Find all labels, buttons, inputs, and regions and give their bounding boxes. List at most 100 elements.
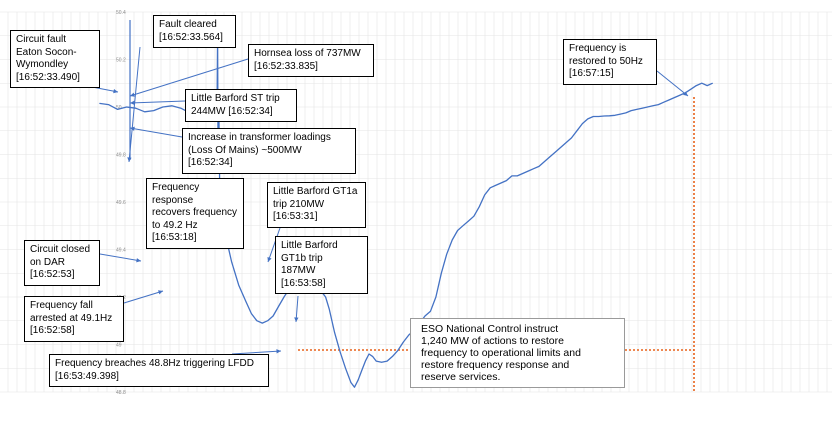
frequency-data-point bbox=[162, 106, 164, 108]
frequency-data-point bbox=[278, 306, 279, 307]
y-tick-label: 50 bbox=[116, 105, 122, 111]
frequency-data-point bbox=[451, 239, 453, 241]
frequency-data-point bbox=[457, 230, 458, 231]
y-tick-label: 50.2 bbox=[116, 58, 126, 64]
chart-grid bbox=[0, 11, 832, 393]
frequency-data-point bbox=[108, 104, 109, 105]
annotation-pointers bbox=[55, 20, 689, 355]
pointer-frequency-restored bbox=[656, 70, 689, 97]
dotted-reference-lines bbox=[298, 97, 695, 392]
y-tick-label: 48.8 bbox=[116, 390, 126, 396]
frequency-data-point bbox=[647, 106, 648, 108]
frequency-data-point bbox=[706, 85, 708, 86]
frequency-data-point bbox=[527, 170, 529, 172]
frequency-data-point bbox=[441, 273, 442, 274]
annotation-frequency-response: Frequency response recovers frequency to… bbox=[146, 178, 244, 249]
frequency-data-point bbox=[283, 296, 285, 298]
frequency-data-point bbox=[690, 88, 692, 90]
frequency-data-point bbox=[685, 92, 686, 93]
annotation-fault-cleared: Fault cleared [16:52:33.564] bbox=[153, 15, 236, 48]
frequency-data-point bbox=[365, 360, 366, 362]
frequency-data-point bbox=[511, 175, 513, 177]
frequency-data-point bbox=[135, 107, 136, 109]
frequency-data-point bbox=[334, 332, 335, 333]
frequency-data-point bbox=[473, 215, 475, 217]
frequency-data-point bbox=[144, 111, 145, 113]
frequency-data-point bbox=[701, 82, 703, 84]
frequency-data-point bbox=[251, 313, 252, 314]
frequency-data-point bbox=[587, 118, 589, 120]
annotation-eso-national-control: ESO National Control instruct 1,240 MW o… bbox=[410, 318, 625, 388]
frequency-data-point bbox=[696, 85, 697, 86]
frequency-data-point bbox=[462, 225, 464, 226]
frequency-data-point bbox=[506, 180, 507, 181]
frequency-data-point bbox=[372, 356, 373, 357]
frequency-data-point bbox=[354, 386, 355, 388]
pointer-little-barford-gt1a bbox=[267, 227, 281, 263]
annotation-little-barford-gt1b: Little Barford GT1b trip 187MW [16:53:58… bbox=[275, 236, 368, 294]
annotation-little-barford-st-trip: Little Barford ST trip 244MW [16:52:34] bbox=[185, 89, 297, 122]
frequency-data-point bbox=[625, 112, 627, 114]
frequency-data-point bbox=[361, 370, 363, 371]
frequency-data-point bbox=[245, 301, 247, 303]
pointer-little-barford-st-head bbox=[130, 100, 135, 106]
frequency-data-point bbox=[368, 353, 370, 355]
frequency-data-point bbox=[582, 123, 583, 124]
frequency-data-point bbox=[381, 362, 382, 363]
frequency-data-point bbox=[272, 315, 274, 317]
frequency-data-point bbox=[538, 166, 540, 167]
frequency-data-point bbox=[424, 315, 426, 317]
pointer-little-barford-st bbox=[129, 100, 186, 104]
pointer-transformer-loadings bbox=[129, 127, 183, 138]
frequency-data-point bbox=[565, 142, 567, 143]
frequency-data-point bbox=[549, 156, 551, 158]
pointer-transformer-loadings-head bbox=[130, 126, 135, 131]
frequency-data-point bbox=[392, 356, 393, 357]
frequency-data-point bbox=[489, 187, 491, 189]
frequency-data-point bbox=[620, 113, 621, 115]
pointer-little-barford-gt1b-head bbox=[294, 317, 299, 322]
frequency-data-point bbox=[446, 253, 448, 255]
frequency-data-point bbox=[231, 261, 232, 262]
frequency-data-point bbox=[630, 110, 632, 111]
frequency-data-point bbox=[171, 105, 173, 107]
annotation-circuit-closed: Circuit closed on DAR [16:52:53] bbox=[24, 240, 100, 286]
frequency-data-point bbox=[126, 106, 127, 108]
y-tick-label: 49.8 bbox=[116, 153, 126, 159]
frequency-data-point bbox=[614, 115, 616, 116]
frequency-data-point bbox=[555, 151, 556, 153]
frequency-data-point bbox=[375, 360, 377, 362]
frequency-data-point bbox=[397, 350, 399, 351]
frequency-data-point bbox=[256, 320, 258, 322]
frequency-data-point bbox=[679, 94, 681, 96]
frequency-data-point bbox=[117, 109, 118, 110]
frequency-data-point bbox=[658, 104, 659, 105]
y-tick-label: 49.4 bbox=[116, 248, 126, 254]
frequency-data-point bbox=[386, 360, 388, 362]
frequency-data-point bbox=[712, 82, 713, 84]
frequency-data-point bbox=[663, 101, 665, 103]
pointer-frequency-fall-head bbox=[158, 290, 163, 295]
pointer-little-barford-gt1a-head bbox=[267, 257, 272, 262]
frequency-data-point bbox=[668, 99, 670, 101]
frequency-data-point bbox=[652, 105, 654, 107]
frequency-data-point bbox=[533, 168, 534, 169]
annotation-hornsea-loss: Hornsea loss of 737MW [16:52:33.835] bbox=[248, 44, 374, 77]
frequency-data-point bbox=[267, 320, 269, 322]
frequency-data-point bbox=[479, 206, 480, 207]
frequency-data-point bbox=[408, 334, 410, 336]
frequency-data-point bbox=[153, 110, 154, 111]
frequency-data-point bbox=[262, 322, 263, 324]
frequency-data-point bbox=[500, 182, 502, 184]
pointer-hornsea-loss bbox=[129, 58, 249, 97]
frequency-data-point bbox=[674, 97, 675, 98]
frequency-data-point bbox=[403, 341, 404, 343]
frequency-data-point bbox=[598, 116, 599, 117]
frequency-data-point bbox=[468, 220, 469, 222]
y-tick-label: 50.4 bbox=[116, 10, 126, 16]
frequency-data-point bbox=[641, 107, 643, 109]
pointer-frequency-breaches-head bbox=[276, 349, 281, 354]
frequency-data-point bbox=[636, 109, 637, 110]
frequency-data-point bbox=[576, 130, 578, 131]
frequency-data-point bbox=[435, 296, 437, 298]
